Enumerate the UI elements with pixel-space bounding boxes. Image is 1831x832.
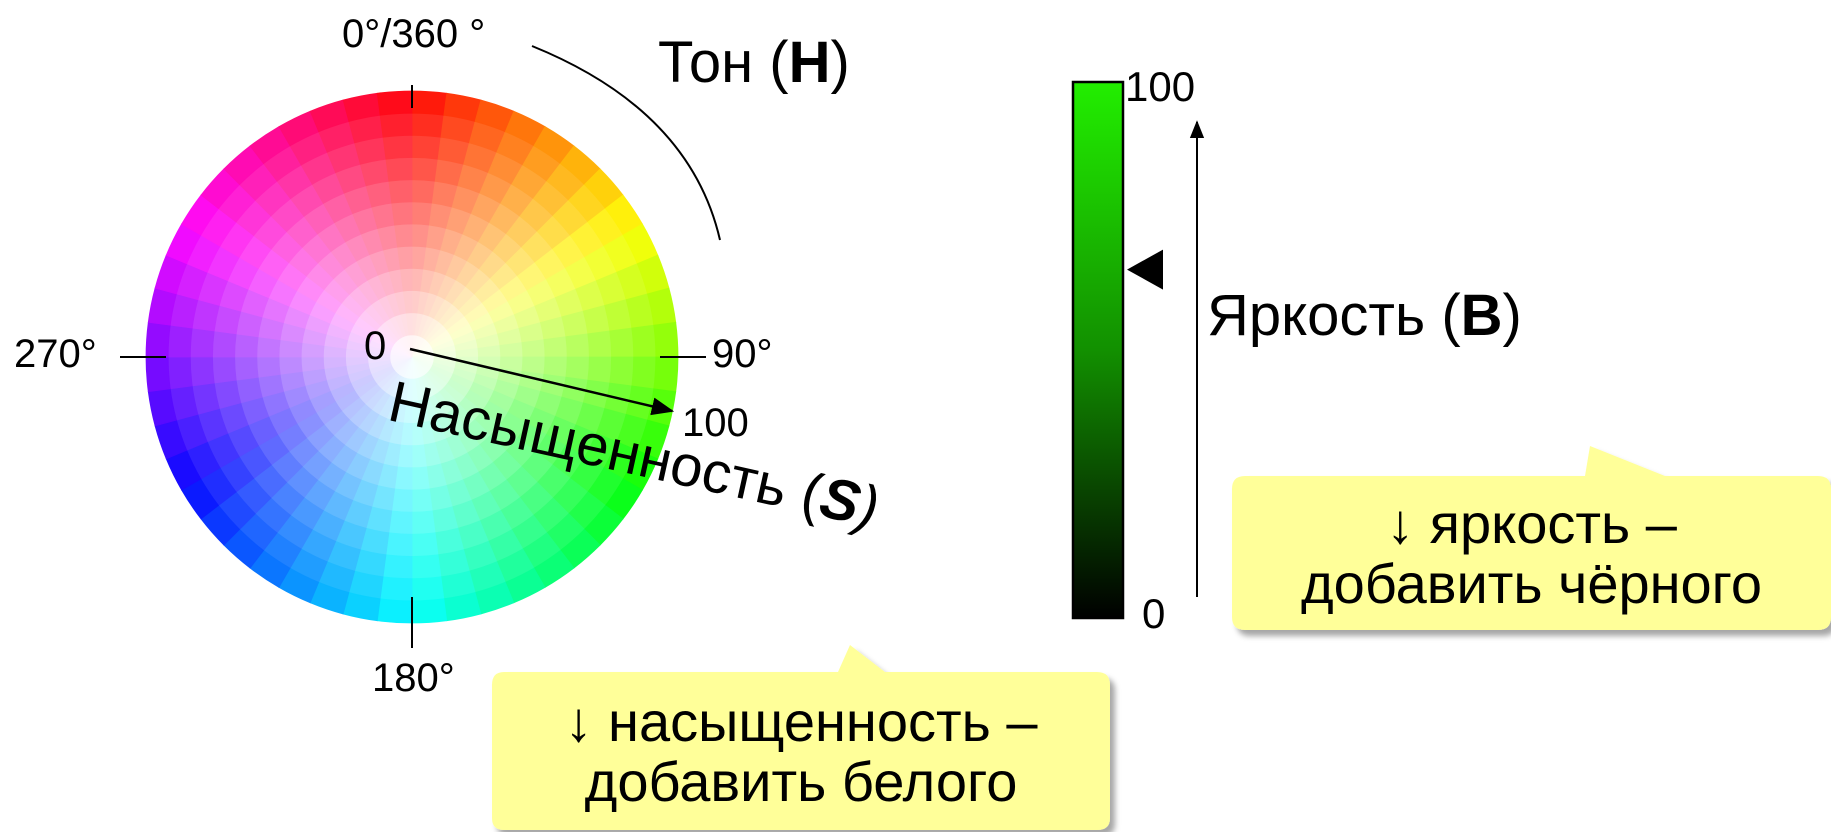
wheel-segment	[609, 327, 635, 358]
brightness-title: Яркость (B)	[1207, 287, 1522, 345]
wheel-segment	[411, 554, 442, 580]
wheel-segment	[411, 157, 439, 182]
wheel-segment	[411, 90, 448, 116]
wheel-segment	[411, 466, 430, 491]
hue-title-suffix: )	[830, 30, 850, 95]
wheel-segment	[167, 324, 193, 358]
callout-brightness-line2: добавить чёрного	[1300, 552, 1763, 616]
wheel-segment	[300, 356, 325, 372]
wheel-segment	[382, 554, 413, 580]
brightness-bar	[1071, 80, 1125, 620]
wheel-segment	[397, 245, 413, 270]
wheel-segment	[379, 576, 413, 602]
wheel-segment	[382, 134, 413, 160]
wheel-segment	[376, 598, 413, 624]
wheel-segment	[385, 532, 413, 557]
wheel-segment	[234, 333, 259, 358]
wheel-segment	[388, 510, 413, 535]
wheel-segment	[189, 327, 215, 358]
brightness-top-label: 100	[1125, 63, 1196, 110]
hue-title: Тон (H)	[658, 34, 850, 92]
callout-saturation-text: ↓ насыщенность – добавить белого	[492, 690, 1110, 814]
wheel-segment	[587, 330, 612, 358]
hue-title-prefix: Тон (	[658, 30, 789, 95]
wheel-segment	[189, 356, 215, 387]
wheel-segment	[521, 339, 546, 358]
wheel-segment	[145, 321, 171, 358]
callout-brightness-line1: ↓ яркость –	[1386, 492, 1677, 555]
hue-arc	[531, 45, 721, 241]
wheel-segment	[587, 356, 612, 384]
wheel-segment	[411, 510, 436, 535]
callout-saturation-line1: ↓ насыщенность –	[564, 690, 1038, 753]
wheel-segment	[167, 356, 193, 390]
wheel-segment	[388, 179, 413, 204]
wheel-segment	[565, 356, 590, 381]
saturation-end-label: 100	[682, 401, 749, 445]
wheel-segment	[278, 356, 303, 375]
brightness-title-suffix: )	[1502, 283, 1522, 348]
hue-label-bottom: 180°	[372, 656, 455, 700]
hue-title-letter: H	[788, 30, 831, 95]
hue-label-left: 270°	[14, 332, 97, 376]
wheel-segment	[653, 356, 679, 393]
wheel-segment	[543, 336, 568, 358]
wheel-segment	[411, 134, 442, 160]
hue-label-top: 0°/360 °	[342, 12, 486, 56]
wheel-segment	[411, 598, 448, 624]
hue-saturation-wheel	[145, 90, 679, 624]
brightness-marker	[1127, 249, 1163, 290]
wheel-segment	[234, 356, 259, 381]
wheel-segment	[385, 157, 413, 182]
wheel-segment	[376, 90, 413, 116]
wheel-segment	[411, 112, 445, 138]
wheel-segment	[631, 324, 657, 358]
wheel-segment	[411, 179, 436, 204]
wheel-segment	[499, 342, 524, 358]
wheel-segment	[256, 336, 281, 358]
wheel-segment	[145, 356, 171, 393]
wheel-segment	[411, 488, 433, 513]
saturation-arrow	[409, 347, 675, 416]
hue-label-right: 90°	[712, 332, 773, 376]
wheel-segment	[391, 488, 413, 513]
wheel-segment	[411, 444, 427, 469]
wheel-segment	[411, 201, 433, 226]
callout-saturation-line2: добавить белого	[584, 750, 1018, 814]
wheel-segment	[212, 330, 237, 358]
wheel-segment	[394, 223, 413, 248]
callout-brightness-text: ↓ яркость – добавить чёрного	[1232, 492, 1831, 616]
brightness-bottom-label: 0	[1142, 590, 1166, 637]
wheel-segment	[411, 532, 439, 557]
wheel-segment	[391, 201, 413, 226]
wheel-segment	[256, 356, 281, 378]
brightness-title-letter: B	[1460, 283, 1503, 348]
wheel-segment	[631, 356, 657, 390]
wheel-segment	[653, 321, 679, 358]
callout-saturation-bubble	[492, 645, 1110, 830]
wheel-segment	[411, 576, 445, 602]
wheel-segment	[543, 356, 568, 378]
wheel-segment	[212, 356, 237, 384]
wheel-segment	[379, 112, 413, 138]
saturation-center-label: 0	[364, 324, 387, 368]
brightness-title-prefix: Яркость (	[1207, 283, 1461, 348]
callout-brightness-bubble	[1232, 446, 1831, 630]
wheel-segment	[609, 356, 635, 387]
wheel-segment	[565, 333, 590, 358]
